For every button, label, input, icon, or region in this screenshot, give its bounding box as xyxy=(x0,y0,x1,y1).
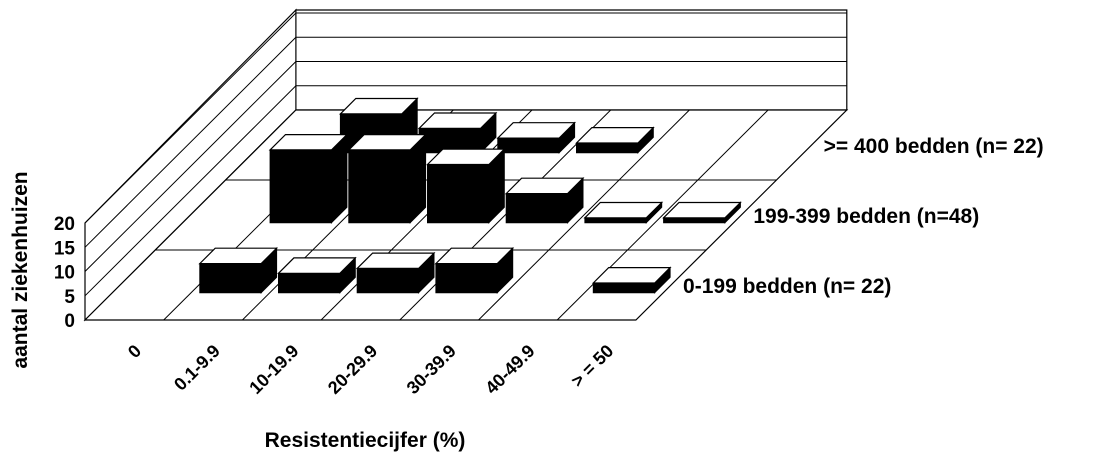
floor-grid-x xyxy=(556,109,769,321)
bar-front xyxy=(576,142,639,154)
floor-grid-x xyxy=(320,109,533,321)
gridline xyxy=(84,36,847,248)
series-label: >= 400 bedden (n= 22) xyxy=(824,135,1044,158)
bar xyxy=(198,246,279,294)
bar-top xyxy=(338,97,419,115)
bar-top xyxy=(583,201,664,219)
gridline xyxy=(84,85,847,297)
chart-walls xyxy=(84,8,848,322)
bar-front xyxy=(427,164,490,224)
bar-front xyxy=(199,263,262,294)
bar-top xyxy=(662,201,742,219)
floor-grid-x xyxy=(399,109,612,321)
bar-front xyxy=(592,282,656,294)
bar-top xyxy=(268,134,349,151)
x-tick-label: 0.1-9.9 xyxy=(170,341,224,395)
bar-top xyxy=(198,247,279,265)
bar xyxy=(355,251,436,294)
bar xyxy=(268,133,349,224)
bar xyxy=(417,111,498,154)
bar xyxy=(504,176,585,224)
bar xyxy=(277,256,357,294)
bar xyxy=(575,126,655,154)
x-tick-label: 10-19.9 xyxy=(245,341,302,398)
bar-top xyxy=(591,267,672,284)
y-tick-label: 20 xyxy=(54,214,75,235)
bar xyxy=(347,133,428,224)
x-tick-label: > = 50 xyxy=(567,341,617,391)
bar xyxy=(434,246,515,294)
bar xyxy=(662,201,742,224)
bar-front xyxy=(278,272,341,294)
bar-top xyxy=(504,177,585,195)
gridline xyxy=(84,61,847,272)
bar-top xyxy=(417,112,498,129)
series-label: 0-199 bedden (n= 22) xyxy=(683,275,891,298)
x-tick-label: 20-29.9 xyxy=(324,341,381,398)
chart-bars xyxy=(198,97,742,294)
y-axis-title: aantal ziekenhuizen xyxy=(9,171,32,368)
bar-front xyxy=(348,149,411,224)
bar xyxy=(583,201,664,224)
bar-front xyxy=(584,217,647,224)
bar-front xyxy=(269,149,332,224)
bar-top xyxy=(496,122,577,139)
back-wall xyxy=(295,9,848,111)
bar-top xyxy=(347,134,428,151)
bar xyxy=(591,266,672,294)
x-tick-label: 40-49.9 xyxy=(481,341,538,398)
bar-top xyxy=(426,148,506,166)
x-axis-title: Resistentiecijfer (%) xyxy=(265,429,466,452)
gridline xyxy=(84,12,847,224)
bar xyxy=(426,147,506,224)
bar-top xyxy=(277,257,357,274)
bar-front xyxy=(497,137,560,154)
bar-top xyxy=(355,252,436,269)
x-tick-label: 30-39.9 xyxy=(403,341,460,398)
x-tick-label: 0 xyxy=(124,341,145,362)
bar-front xyxy=(505,193,569,224)
y-tick-label: 5 xyxy=(64,287,75,308)
y-tick-label: 15 xyxy=(54,238,76,259)
bar-front xyxy=(435,263,498,294)
series-label: 199-399 bedden (n=48) xyxy=(753,205,979,228)
bar-front xyxy=(663,217,726,224)
bar-top xyxy=(575,126,655,144)
floor-grid-x xyxy=(478,109,690,321)
bar xyxy=(496,121,577,154)
y-tick-label: 10 xyxy=(54,263,75,284)
y-tick-label: 0 xyxy=(64,311,75,332)
bar-front xyxy=(356,267,420,294)
bar-top xyxy=(434,247,515,265)
